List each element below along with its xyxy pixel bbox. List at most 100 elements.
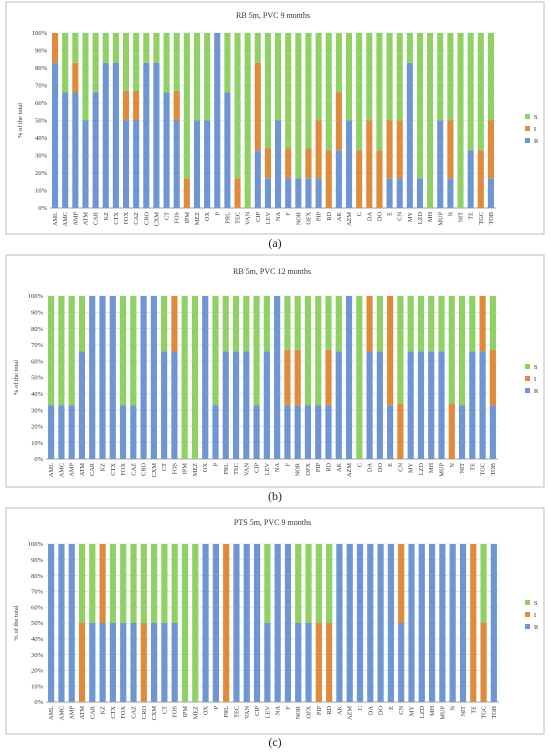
x-tick-label: CN [397,212,404,221]
bar-segment-r-mh [428,351,435,459]
x-tick-label: CAR [89,705,96,719]
x-tick-label: N [450,706,457,711]
bar-segment-r-rd [325,405,332,459]
bar-segment-r-ct [163,92,170,208]
bar-segment-r-lzd [416,178,424,208]
bar-segment-i-cro [140,623,147,702]
y-tick-label: 90% [31,557,44,564]
x-tick-label: CAZ [130,463,137,476]
bar-segment-s-amc [58,296,65,406]
bar-segment-r-atm [78,351,86,459]
bar-segment-s-prl [224,33,231,93]
x-tick-label: F [284,463,291,467]
bar-segment-i-fox [122,90,130,121]
bar-segment-i-kz [99,544,106,623]
bar-segment-r-caz [130,623,137,702]
bar-segment-s-atm [82,33,89,121]
bar-segment-i-e [386,120,393,179]
bar-segment-r-c [356,544,364,702]
bar-segment-r-te [469,351,476,459]
x-tick-label: F [285,212,292,216]
bar-segment-r-te [467,150,474,208]
y-tick-label: 20% [31,668,44,675]
x-tick-label: VAN [243,463,250,476]
bar-segment-s-f [285,33,292,149]
x-tick-label: DA [366,212,373,222]
x-tick-label: FOS [172,706,179,718]
bar-segment-s-c [356,296,363,459]
y-tick-label: 80% [31,573,44,580]
x-tick-label: TEC [233,706,240,718]
bar-segment-s-ct [163,33,170,93]
bar-segment-r-mez [193,120,201,208]
y-axis-label: % of the total [13,605,20,640]
bar-segment-s-rd [325,33,332,151]
x-tick-label: FOX [120,706,127,719]
bar-segment-s-ctx [112,33,119,63]
bar-segment-r-car [89,623,96,702]
x-tick-label: AMC [58,463,65,477]
bar-segment-s-atm [78,296,86,352]
bar-segment-s-fos [171,544,178,623]
x-tick-label: NIT [460,706,467,717]
x-tick-label: CRO [141,706,148,719]
x-tick-label: CTX [113,212,120,225]
bar-segment-s-te [467,33,474,151]
bar-segment-r-fos [173,120,180,208]
stacked-bar-chart-b: RB 5m, PVC 12 months % of the total 0% 10% 2… [5,254,545,488]
bar-segment-r-tgc [479,351,486,459]
bar-segment-s-car [92,33,99,93]
legend-label-i: I [534,376,536,383]
bar-segment-s-van [244,33,251,208]
bar-segment-i-n [448,403,455,459]
bar-segment-r-prl [224,92,231,208]
x-tick-label: CT [161,463,168,471]
bar-segment-s-rd [325,296,332,350]
y-tick-label: 70% [35,83,48,90]
bar-segment-s-ct [161,296,168,352]
bar-segment-i-pip [315,623,322,702]
y-tick-label: 30% [31,407,44,414]
y-tick-label: 90% [35,48,48,55]
x-tick-label: ATM [82,212,89,226]
y-tick-label: 80% [31,326,44,333]
bar-segment-r-ak [336,544,343,702]
bar-segment-s-cip [253,296,260,406]
x-tick-label: PRL [223,463,230,475]
legend-label-r: R [534,624,539,631]
bar-segment-s-do [376,33,383,151]
x-tick-label: DA [367,706,374,716]
bar-segment-i-cn [397,403,404,459]
x-tick-label: AZM [346,212,353,226]
x-tick-label: NOR [295,462,302,476]
bar-segment-s-pip [315,33,322,121]
bar-segment-s-n [447,33,454,121]
x-tick-label: ATM [79,463,86,477]
bar-segment-r-fox [119,405,127,459]
bar-segment-r-my [408,544,415,702]
bar-segment-s-p [212,296,219,406]
x-tick-label: AMP [72,212,79,226]
bar-segment-s-mez [191,296,199,459]
bar-segment-r-amp [72,92,79,208]
bar-segment-r-prl [222,351,229,459]
x-tick-label: FOX [120,463,127,476]
bar-segment-s-nor [295,33,302,179]
bar-segment-r-lev [263,351,270,459]
bar-segment-s-do [376,296,383,352]
bar-segment-i-rd [325,150,332,208]
x-tick-label: TGC [480,463,487,476]
chart-panel-b: RB 5m, PVC 12 months % of the total 0% 10% 2… [0,253,550,489]
x-tick-label: RD [326,212,333,221]
bar-segment-r-aml [48,405,55,459]
x-tick-label: CIP [254,706,261,716]
bar-segment-s-atm [78,544,86,623]
x-tick-label: CXM [151,463,158,478]
bar-segment-i-n [447,120,454,179]
x-tick-label: MY [408,706,415,717]
bar-segment-r-e [387,544,394,702]
x-tick-label: CTX [110,463,117,476]
bar-segment-i-cip [254,62,261,151]
legend-label-i: I [534,126,536,133]
x-tick-label: VAN [244,706,251,719]
